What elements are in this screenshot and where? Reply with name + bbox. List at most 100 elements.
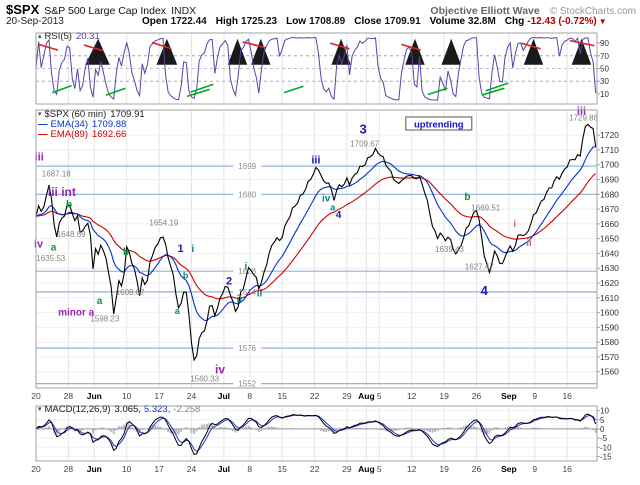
level-label: 1576 xyxy=(238,344,256,353)
price-point-label: 1687.18 xyxy=(42,170,71,179)
rsi-trendline-red xyxy=(151,41,172,50)
elliott-wave-label: iii int xyxy=(48,185,76,199)
macd-signal-value: 5.323, xyxy=(143,404,171,415)
level-label: 1614 xyxy=(238,288,256,297)
x-tick-label: 9 xyxy=(532,391,537,401)
rsi-divergence-fill xyxy=(405,38,425,65)
price-point-label: 1560.33 xyxy=(190,374,219,383)
elliott-wave-label: i xyxy=(191,244,194,255)
main-y-tick-label: 1570 xyxy=(600,352,619,362)
rsi-trendline-green xyxy=(190,83,214,93)
elliott-wave-label: a xyxy=(330,203,336,213)
x-tick-label: 17 xyxy=(154,464,164,474)
quote-change-label: Chg xyxy=(504,16,525,27)
main-y-tick-label: 1580 xyxy=(600,337,619,347)
quote-high: High 1725.23 xyxy=(216,16,277,27)
elliott-wave-label: a xyxy=(97,296,103,307)
ema89-line-swatch: — xyxy=(38,129,48,140)
rsi-trendline-red xyxy=(38,43,59,51)
x-tick-label: Sep xyxy=(501,391,517,401)
macd-panel-border xyxy=(35,405,598,462)
price-point-label: 1608.07 xyxy=(116,288,145,297)
price-point-label: 1648.69 xyxy=(57,230,86,239)
x-tick-label: 9 xyxy=(532,464,537,474)
x-tick-label: 10 xyxy=(122,464,132,474)
symbol-ticker: $SPX xyxy=(6,2,40,17)
rsi-trendline-red xyxy=(569,39,595,47)
quote-low-value: 1708.89 xyxy=(309,16,346,27)
rsi-trendline-green xyxy=(283,85,304,94)
ema89-line xyxy=(35,173,597,300)
level-label-background xyxy=(233,378,262,389)
x-tick-label: 10 xyxy=(122,391,132,401)
x-tick-label: 28 xyxy=(64,391,74,401)
header-row-1: $SPX S&P 500 Large Cap Index INDX Object… xyxy=(6,2,636,17)
price-line xyxy=(35,123,597,362)
elliott-wave-label: b xyxy=(183,271,189,281)
elliott-wave-label: a xyxy=(51,243,57,254)
rsi-y-tick-label: 70 xyxy=(600,52,609,61)
chart-date: 20-Sep-2013 xyxy=(6,16,64,27)
price-point-label: 1639.43 xyxy=(435,245,464,254)
elliott-wave-label: 1 xyxy=(177,243,183,255)
rsi-line xyxy=(35,36,597,101)
rsi-trendline-red xyxy=(329,42,350,50)
elliott-wave-label: iii xyxy=(577,106,586,118)
quote-close-value: 1709.91 xyxy=(384,16,421,27)
rsi-trendline-red xyxy=(83,44,104,52)
elliott-wave-label: a xyxy=(175,306,181,316)
quote-high-label: High xyxy=(215,16,238,27)
rsi-label: RSI(5) xyxy=(44,31,72,42)
macd-y-tick-label: 0 xyxy=(600,425,605,434)
x-tick-label: 5 xyxy=(377,391,382,401)
quote-high-value: 1725.23 xyxy=(240,16,278,27)
macd-y-tick-label: -5 xyxy=(600,434,608,443)
macd-y-tick-label: 5 xyxy=(600,416,605,425)
level-label-background xyxy=(233,160,262,171)
rsi-trendline-green xyxy=(427,87,448,96)
macd-y-tick-label: 10 xyxy=(600,407,609,416)
quote-low: Low 1708.89 xyxy=(286,16,345,27)
x-tick-label: 28 xyxy=(64,464,74,474)
ema89-legend: — EMA(89) 1692.66 xyxy=(38,129,126,140)
elliott-wave-label: iii xyxy=(311,154,320,166)
level-label: 1680 xyxy=(238,190,256,199)
elliott-wave-label: b xyxy=(123,247,129,258)
rsi-y-tick-label: 10 xyxy=(600,90,609,99)
rsi-trendline-green xyxy=(481,87,505,96)
x-tick-label: 22 xyxy=(310,464,320,474)
main-y-tick-label: 1590 xyxy=(600,322,619,332)
price-series-label: $SPX (60 min) xyxy=(44,109,107,120)
main-y-tick-label: 1690 xyxy=(600,175,619,185)
x-tick-label: 17 xyxy=(154,391,164,401)
elliott-wave-label: 4 xyxy=(481,283,489,298)
rsi-legend: ▴ RSI(5) 20.31 xyxy=(38,31,100,42)
rsi-trendline-green xyxy=(51,84,72,94)
quote-low-label: Low xyxy=(286,16,307,27)
panel-collapse-icon: ▴ xyxy=(38,33,42,40)
quote-change: Chg -12.43 (-0.72%) ▼ xyxy=(505,16,607,27)
quote-summary: Open 1722.44 High 1725.23 Low 1708.89 Close… xyxy=(142,16,607,27)
x-tick-label: Jun xyxy=(87,391,102,401)
x-tick-label: Aug xyxy=(358,391,375,401)
main-y-tick-label: 1720 xyxy=(600,130,619,140)
quote-volume: Volume 32.8M xyxy=(430,16,496,27)
macd-line xyxy=(35,413,597,455)
x-tick-label: 29 xyxy=(342,391,352,401)
x-tick-label: Sep xyxy=(501,464,517,474)
rsi-divergence-fill xyxy=(251,38,271,65)
quote-close-label: Close xyxy=(354,16,382,27)
macd-label: MACD(12,26,9) xyxy=(44,404,111,415)
price-series-value: 1709.91 xyxy=(110,109,145,120)
rsi-trendline-red xyxy=(242,41,266,49)
rsi-divergence-fill xyxy=(85,38,110,65)
quote-open: Open 1722.44 xyxy=(142,16,207,27)
x-tick-label: 15 xyxy=(277,391,287,401)
rsi-y-tick-label: 90 xyxy=(600,39,609,48)
x-tick-label: 8 xyxy=(247,391,252,401)
rsi-trendline-red xyxy=(401,43,422,51)
main-y-tick-label: 1620 xyxy=(600,278,619,288)
elliott-wave-label: i xyxy=(245,262,248,273)
